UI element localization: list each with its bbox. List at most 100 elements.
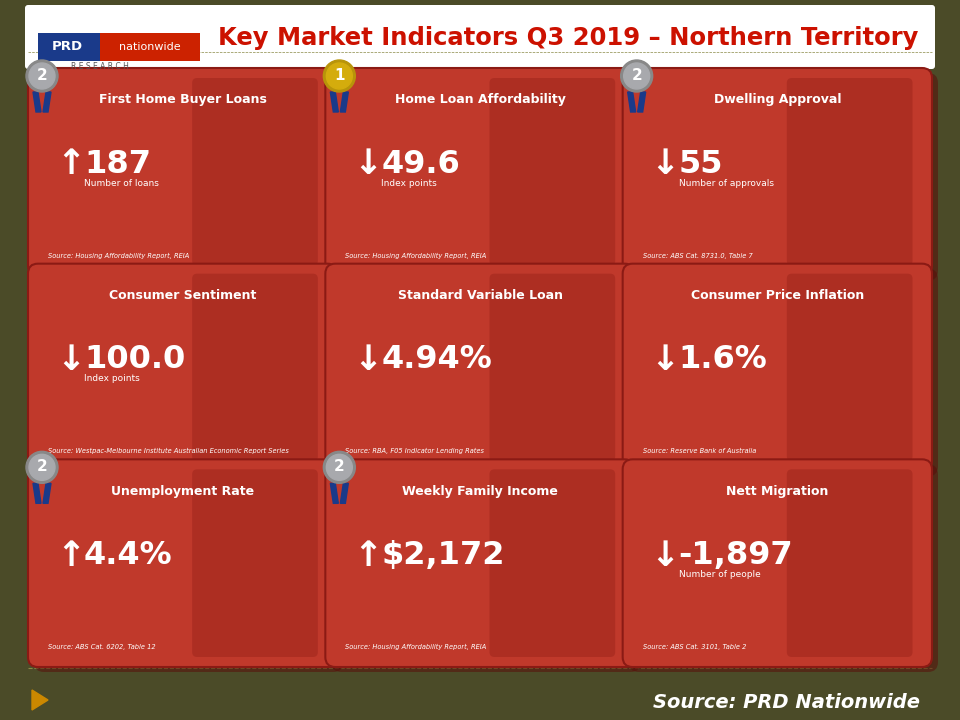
FancyBboxPatch shape — [787, 78, 913, 266]
Polygon shape — [341, 483, 348, 503]
FancyBboxPatch shape — [325, 459, 635, 667]
FancyBboxPatch shape — [490, 274, 615, 462]
FancyBboxPatch shape — [34, 464, 344, 672]
Text: Key Market Indicators Q3 2019 – Northern Territory: Key Market Indicators Q3 2019 – Northern… — [218, 26, 919, 50]
Text: First Home Buyer Loans: First Home Buyer Loans — [99, 94, 267, 107]
FancyBboxPatch shape — [325, 68, 635, 276]
Text: 2: 2 — [632, 68, 642, 83]
FancyBboxPatch shape — [325, 264, 635, 472]
Text: ↓: ↓ — [353, 148, 382, 181]
FancyBboxPatch shape — [192, 469, 318, 657]
Text: 1: 1 — [334, 68, 345, 83]
Text: 4.94%: 4.94% — [381, 344, 492, 376]
FancyBboxPatch shape — [490, 469, 615, 657]
FancyBboxPatch shape — [192, 274, 318, 462]
Text: ↑: ↑ — [56, 148, 85, 181]
Text: Unemployment Rate: Unemployment Rate — [111, 485, 254, 498]
Text: Source: PRD Nationwide: Source: PRD Nationwide — [653, 693, 920, 711]
Text: Consumer Price Inflation: Consumer Price Inflation — [690, 289, 864, 302]
Circle shape — [326, 454, 352, 480]
Text: Source: ABS Cat. 3101, Table 2: Source: ABS Cat. 3101, Table 2 — [642, 644, 746, 650]
Text: ↑: ↑ — [56, 539, 85, 572]
Polygon shape — [32, 690, 48, 710]
FancyBboxPatch shape — [623, 459, 932, 667]
Text: 2: 2 — [334, 459, 345, 474]
Circle shape — [29, 454, 55, 480]
FancyBboxPatch shape — [34, 269, 344, 477]
Circle shape — [26, 60, 58, 92]
Text: ↓: ↓ — [651, 539, 680, 572]
Text: 4.4%: 4.4% — [84, 540, 173, 571]
Text: 1.6%: 1.6% — [679, 344, 767, 376]
Text: R E S E A R C H: R E S E A R C H — [71, 62, 129, 71]
Text: Source: ABS Cat. 6202, Table 12: Source: ABS Cat. 6202, Table 12 — [48, 644, 156, 650]
FancyBboxPatch shape — [629, 464, 938, 672]
Text: Number of approvals: Number of approvals — [679, 179, 774, 188]
Polygon shape — [33, 92, 41, 112]
Text: Home Loan Affordability: Home Loan Affordability — [395, 94, 565, 107]
FancyBboxPatch shape — [331, 269, 640, 477]
Text: Number of loans: Number of loans — [84, 179, 158, 188]
Polygon shape — [330, 483, 338, 503]
Text: 55: 55 — [679, 149, 723, 180]
Polygon shape — [628, 92, 636, 112]
FancyBboxPatch shape — [38, 33, 100, 61]
Polygon shape — [43, 483, 51, 503]
Text: nationwide: nationwide — [119, 42, 180, 52]
Text: Source: Housing Affordability Report, REIA: Source: Housing Affordability Report, RE… — [346, 253, 487, 258]
Text: 2: 2 — [36, 68, 47, 83]
Circle shape — [26, 451, 58, 483]
Text: Source: Reserve Bank of Australia: Source: Reserve Bank of Australia — [642, 449, 756, 454]
Text: Nett Migration: Nett Migration — [726, 485, 828, 498]
Text: ↓: ↓ — [56, 343, 85, 377]
Text: Index points: Index points — [381, 179, 437, 188]
FancyBboxPatch shape — [787, 274, 913, 462]
Text: Source: Housing Affordability Report, REIA: Source: Housing Affordability Report, RE… — [346, 644, 487, 650]
FancyBboxPatch shape — [629, 269, 938, 477]
FancyBboxPatch shape — [100, 33, 200, 61]
FancyBboxPatch shape — [490, 78, 615, 266]
FancyBboxPatch shape — [34, 73, 344, 281]
Polygon shape — [33, 483, 41, 503]
Text: 2: 2 — [36, 459, 47, 474]
FancyBboxPatch shape — [623, 68, 932, 276]
Circle shape — [29, 63, 55, 89]
Text: 100.0: 100.0 — [84, 344, 185, 376]
Text: ↓: ↓ — [353, 343, 382, 377]
Text: Source: ABS Cat. 8731.0, Table 7: Source: ABS Cat. 8731.0, Table 7 — [642, 253, 753, 258]
FancyBboxPatch shape — [28, 459, 337, 667]
Text: Standard Variable Loan: Standard Variable Loan — [397, 289, 563, 302]
FancyBboxPatch shape — [192, 78, 318, 266]
Text: Source: RBA, F05 Indicator Lending Rates: Source: RBA, F05 Indicator Lending Rates — [346, 449, 485, 454]
Text: 187: 187 — [84, 149, 151, 180]
Circle shape — [324, 451, 355, 483]
Text: ↓: ↓ — [651, 148, 680, 181]
FancyBboxPatch shape — [629, 73, 938, 281]
Polygon shape — [330, 92, 338, 112]
Polygon shape — [43, 92, 51, 112]
Text: -1,897: -1,897 — [679, 540, 793, 571]
Polygon shape — [341, 92, 348, 112]
Circle shape — [624, 63, 650, 89]
FancyBboxPatch shape — [25, 5, 935, 69]
FancyBboxPatch shape — [28, 264, 337, 472]
FancyBboxPatch shape — [623, 264, 932, 472]
FancyBboxPatch shape — [28, 68, 337, 276]
Circle shape — [324, 60, 355, 92]
Text: Number of people: Number of people — [679, 570, 760, 579]
Circle shape — [621, 60, 653, 92]
FancyBboxPatch shape — [331, 73, 640, 281]
Text: ↑: ↑ — [353, 539, 382, 572]
Text: Weekly Family Income: Weekly Family Income — [402, 485, 558, 498]
Text: Source: Westpac-Melbourne Institute Australian Economic Report Series: Source: Westpac-Melbourne Institute Aust… — [48, 449, 289, 454]
Text: $2,172: $2,172 — [381, 540, 505, 571]
Polygon shape — [637, 92, 646, 112]
Circle shape — [326, 63, 352, 89]
FancyBboxPatch shape — [787, 469, 913, 657]
Text: ↓: ↓ — [651, 343, 680, 377]
Text: Index points: Index points — [84, 374, 140, 384]
Text: 49.6: 49.6 — [381, 149, 460, 180]
Text: Source: Housing Affordability Report, REIA: Source: Housing Affordability Report, RE… — [48, 253, 189, 258]
Text: Consumer Sentiment: Consumer Sentiment — [109, 289, 256, 302]
Text: Dwelling Approval: Dwelling Approval — [713, 94, 841, 107]
